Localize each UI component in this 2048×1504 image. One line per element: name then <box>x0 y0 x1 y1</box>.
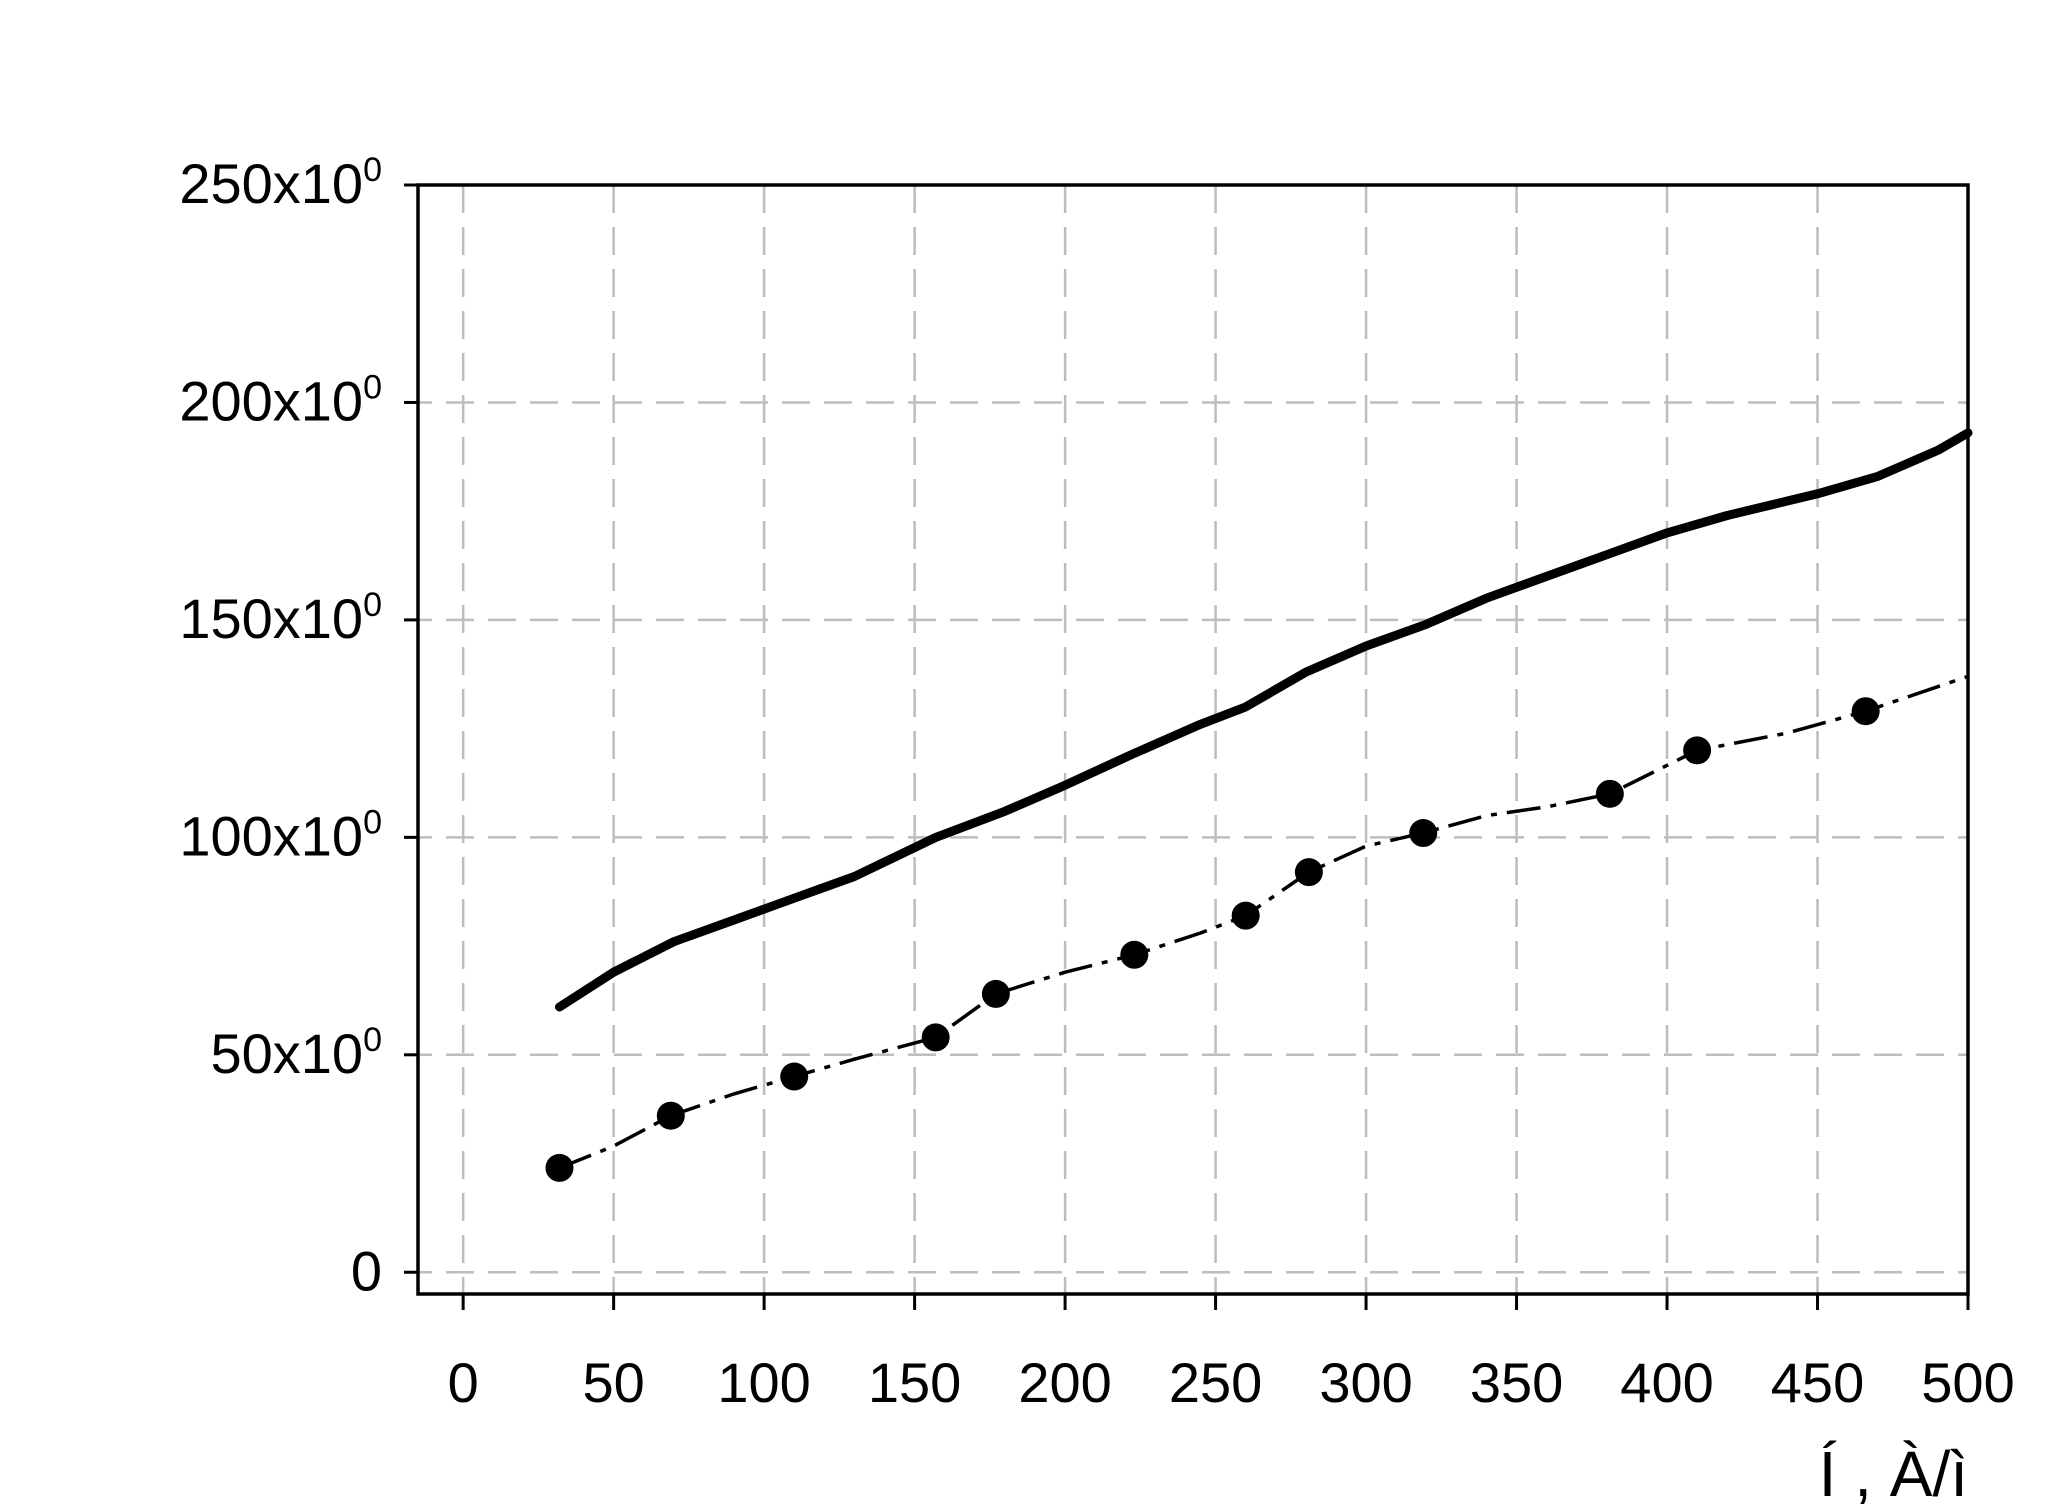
x-tick-label: 500 <box>1921 1351 2014 1414</box>
axes <box>404 183 1970 1310</box>
series-line-1 <box>555 428 1973 1012</box>
series-2-point <box>981 979 1010 1008</box>
x-axis-title: Í , À/ì <box>1819 1438 1968 1504</box>
series-2-point <box>1409 819 1438 848</box>
series-2-point <box>1851 697 1880 726</box>
series-2-point <box>1595 779 1624 808</box>
y-tick-label: 100x100 <box>179 803 382 867</box>
series-2-point <box>1294 858 1323 887</box>
y-tick-label: 200x100 <box>179 368 382 432</box>
series-2-point <box>780 1062 809 1091</box>
series-layer <box>545 428 1973 1182</box>
x-tick-label: 50 <box>582 1351 644 1414</box>
y-tick-label: 150x100 <box>179 586 382 650</box>
x-tick-label: 300 <box>1319 1351 1412 1414</box>
y-tick-label: 250x100 <box>179 151 382 215</box>
series-2-point <box>656 1101 685 1130</box>
x-tick-label: 450 <box>1771 1351 1864 1414</box>
x-tick-label: 400 <box>1620 1351 1713 1414</box>
x-tick-label: 100 <box>717 1351 810 1414</box>
series-2-point <box>921 1023 950 1052</box>
series-line-2 <box>558 674 1969 1170</box>
tick-labels: 0 50 100 150 200 250 300 350 400 450 500 0 50x100 100… <box>179 151 2014 1414</box>
x-tick-label: 150 <box>868 1351 961 1414</box>
plot-frame <box>416 183 1970 1296</box>
x-tick-label: 0 <box>448 1351 479 1414</box>
series-2-point <box>1120 940 1149 969</box>
x-tick-label: 350 <box>1470 1351 1563 1414</box>
series-2-point <box>545 1153 574 1182</box>
series-2-point <box>1231 901 1260 930</box>
y-tick-label: 0 <box>351 1239 382 1302</box>
grid <box>404 183 1968 1294</box>
series-2-point <box>1683 736 1712 765</box>
x-tick-label: 200 <box>1018 1351 1111 1414</box>
y-tick-label: 50x100 <box>211 1021 383 1085</box>
x-tick-label: 250 <box>1169 1351 1262 1414</box>
